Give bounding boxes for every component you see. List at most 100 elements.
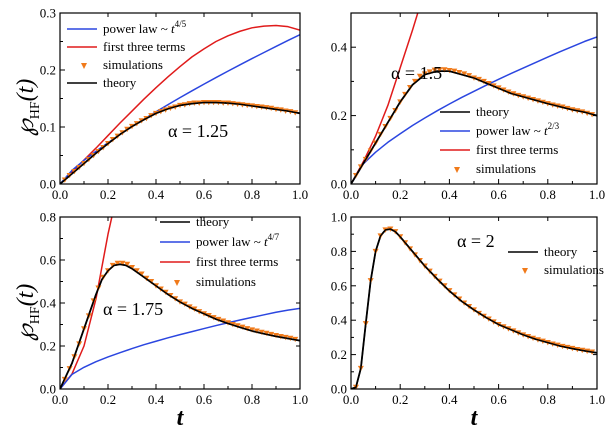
alpha-annotation: α = 1.5 [391,63,442,83]
legend-item-simulations: simulations [522,262,604,277]
legend-label: theory [544,244,578,259]
x-tick-label: 0.8 [540,392,556,407]
simulation-marker [436,67,443,73]
x-tick-label: 1.0 [292,392,308,407]
simulation-marker [129,265,135,271]
x-tick-label: 0.4 [441,187,458,202]
simulation-marker [253,328,260,334]
simulation-marker [441,67,448,73]
x-axis-label-right: t [471,405,479,431]
series-line-power-law [60,307,300,389]
y-tick-label: 0.0 [331,177,347,192]
legend-label: theory [476,104,510,119]
x-tick-label: 0.0 [343,392,359,407]
x-tick-label: 0.4 [441,392,458,407]
y-tick-label: 0.2 [40,339,56,354]
y-tick-label: 0.2 [331,347,347,362]
svg-text:theory: theory [544,244,578,259]
x-tick-label: 0.6 [490,187,507,202]
simulation-marker [258,329,265,336]
svg-text:theory: theory [103,75,137,90]
y-tick-label: 0.4 [331,40,348,55]
alpha-annotation: α = 2 [457,231,495,251]
legend-item-power-law: power law ~ t4/5 [67,19,187,36]
legend-item-simulations: simulations [174,274,256,289]
alpha-annotation: α = 1.25 [168,121,228,141]
simulation-marker [466,73,473,79]
y-tick-label: 1.0 [331,210,347,225]
series-line-theory-overlay [60,101,300,184]
simulation-marker [138,271,145,277]
y-tick-label: 0.4 [331,313,348,328]
x-axis-label-left: t [177,405,185,431]
y-tick-label: 0.2 [40,63,56,78]
legend-label: power law ~ [103,21,171,36]
simulation-marker [249,327,255,333]
legend-label: power law ~ [196,234,264,249]
x-tick-label: 0.2 [392,187,408,202]
x-tick-label: 0.8 [540,187,556,202]
panel-alpha-1-25: 0.0 0.2 0.4 0.6 0.8 1.0 0.0 0.1 0.2 0.3 power law… [40,6,308,203]
series-line-theory-overlay [351,70,597,184]
x-tick-label: 0.4 [148,187,165,202]
svg-text:simulations: simulations [103,57,163,72]
simulation-marker [456,70,463,76]
simulation-marker [431,67,438,73]
simulation-marker [114,260,121,267]
y-tick-label: 0.0 [40,382,56,397]
y-label-argument: (t) [13,79,39,102]
panel-alpha-1-75: 0.0 0.2 0.4 0.6 0.8 1.0 0.0 0.2 0.4 0.6 0.8 theory… [40,210,308,408]
x-tick-label: 0.0 [52,392,68,407]
plot-frame [350,12,598,185]
y-tick-label: 0.8 [331,244,347,259]
x-tick-label: 0.6 [490,392,507,407]
series-line-theory-overlay [351,228,597,389]
simulation-marker [124,261,131,268]
legend-item-simulations: simulations [81,57,163,72]
y-label-subscript: HF [28,306,43,324]
x-tick-label: 0.6 [196,392,213,407]
simulation-marker [426,69,433,75]
svg-text:first three terms: first three terms [476,142,558,157]
y-axis-label-top: ℘HF(t) [13,79,43,136]
y-tick-label: 0.0 [40,177,56,192]
y-tick-label: 0.2 [331,108,347,123]
series-line-theory [60,263,300,389]
legend-variable-t: t [171,21,175,36]
x-tick-label: 0.8 [244,392,260,407]
series-line-first-three [351,13,419,184]
series-line-theory [351,70,597,184]
legend-exponent: 2/3 [548,121,560,131]
x-tick-label: 0.2 [392,392,408,407]
legend-exponent: 4/7 [268,232,280,242]
svg-text:theory: theory [476,104,510,119]
legend-marker-triangle [454,167,460,173]
legend-label: theory [103,75,137,90]
y-label-subscript: HF [28,101,43,119]
legend-item-first-three: first three terms [160,254,278,269]
y-tick-label: 0.6 [40,253,57,268]
svg-text:simulations: simulations [196,274,256,289]
x-tick-label: 0.2 [100,392,116,407]
svg-text:first three terms: first three terms [103,39,185,54]
x-tick-label: 0.4 [148,392,165,407]
simulation-marker [119,260,126,267]
legend-label: first three terms [196,254,278,269]
x-tick-label: 1.0 [589,187,605,202]
series-line-first-three [60,24,300,184]
legend-label: first three terms [103,39,185,54]
y-label-symbol: ℘ [13,118,39,136]
legend-item-power-law: power law ~ t4/7 [160,232,280,249]
x-tick-label: 1.0 [292,187,308,202]
series-line-power-law [60,33,300,184]
simulation-marker [268,331,275,338]
y-tick-label: 0.4 [40,296,57,311]
legend-item-theory: theory [440,104,510,119]
y-tick-label: 0.6 [331,278,348,293]
x-tick-label: 0.0 [343,187,359,202]
y-label-argument: (t) [13,284,39,307]
x-tick-label: 0.2 [100,187,116,202]
legend-item-theory: theory [160,214,230,229]
legend-label: simulations [476,161,536,176]
